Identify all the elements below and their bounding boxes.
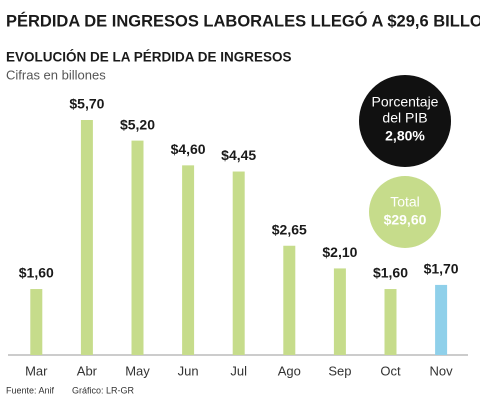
source: Fuente: Anif bbox=[6, 385, 55, 395]
value-label: $2,10 bbox=[322, 244, 357, 260]
bar bbox=[283, 245, 296, 355]
value-label: $1,70 bbox=[424, 261, 459, 277]
total-label: Total bbox=[390, 194, 420, 210]
x-tick-label: Abr bbox=[77, 363, 98, 378]
value-label: $5,70 bbox=[69, 96, 104, 112]
value-label: $4,45 bbox=[221, 147, 256, 163]
x-tick-label: Oct bbox=[380, 363, 401, 378]
chart-title: PÉRDIDA DE INGRESOS LABORALES LLEGÓ A $2… bbox=[6, 11, 480, 30]
pib-value: 2,80% bbox=[385, 128, 425, 144]
x-tick-label: May bbox=[125, 363, 150, 378]
x-tick-label: Jun bbox=[178, 363, 199, 378]
pib-label: del PIB bbox=[382, 110, 427, 126]
pib-circle bbox=[359, 75, 451, 167]
bar bbox=[131, 140, 144, 355]
x-tick-label: Mar bbox=[25, 363, 48, 378]
value-label: $5,20 bbox=[120, 116, 155, 132]
x-tick-label: Nov bbox=[430, 363, 454, 378]
bar bbox=[182, 165, 195, 355]
value-label: $2,65 bbox=[272, 221, 307, 237]
x-tick-label: Sep bbox=[328, 363, 351, 378]
chart-subtitle: EVOLUCIÓN DE LA PÉRDIDA DE INGRESOS bbox=[6, 50, 292, 65]
value-label: $1,60 bbox=[373, 265, 408, 281]
bar bbox=[80, 120, 93, 355]
bar bbox=[30, 289, 43, 355]
bar bbox=[435, 284, 448, 355]
value-label: $4,60 bbox=[171, 141, 206, 157]
total-circle bbox=[369, 176, 441, 248]
credit: Gráfico: LR-GR bbox=[72, 385, 135, 395]
bar bbox=[232, 171, 245, 355]
unit-note: Cifras en billones bbox=[6, 67, 106, 82]
bar bbox=[333, 268, 346, 355]
x-tick-label: Ago bbox=[278, 363, 301, 378]
total-value: $29,60 bbox=[384, 212, 427, 228]
bar bbox=[384, 289, 397, 355]
x-tick-label: Jul bbox=[230, 363, 247, 378]
pib-label: Porcentaje bbox=[372, 94, 439, 110]
value-label: $1,60 bbox=[19, 265, 54, 281]
